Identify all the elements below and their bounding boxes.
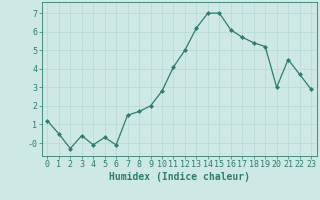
X-axis label: Humidex (Indice chaleur): Humidex (Indice chaleur): [109, 172, 250, 182]
